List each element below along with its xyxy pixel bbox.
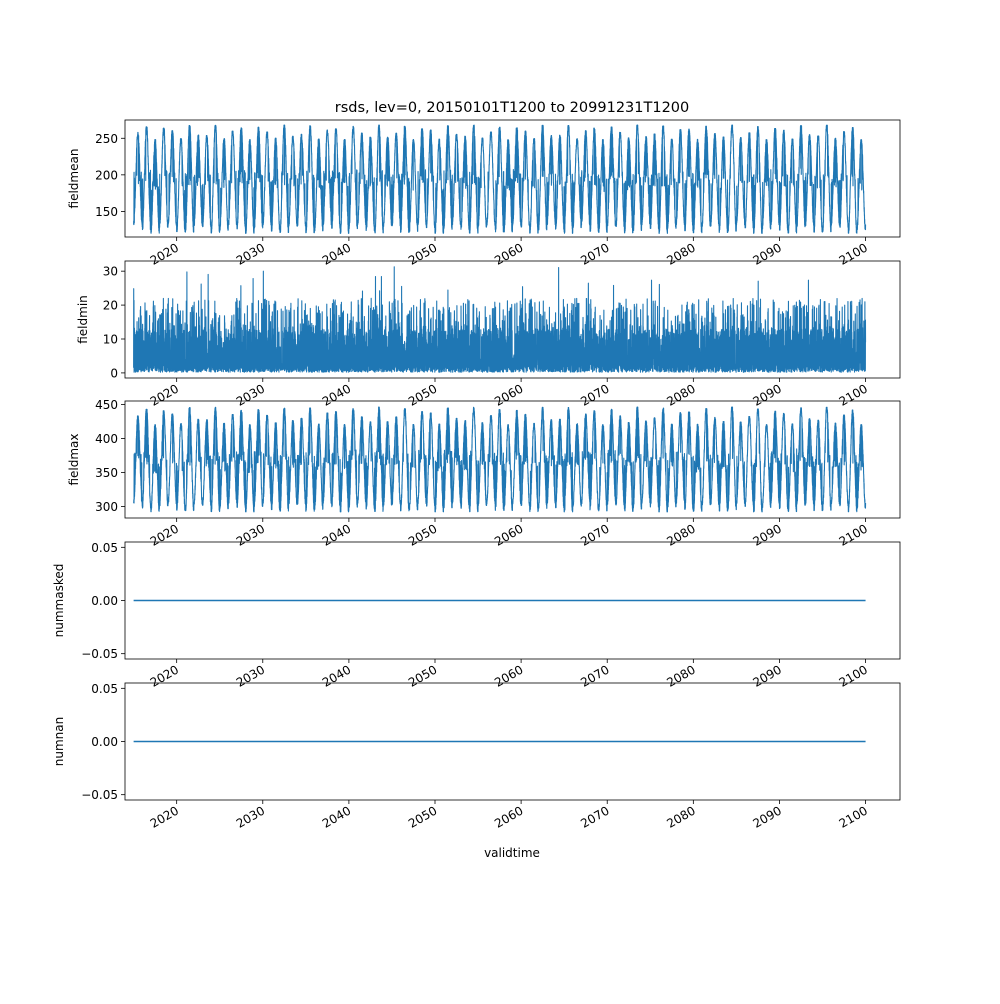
fieldmin-y-tick-label: 30 (103, 265, 118, 279)
numnan-x-tick-label: 2030 (234, 803, 267, 830)
nummasked-x-tick-label: 2050 (406, 662, 439, 689)
chart-title: rsds, lev=0, 20150101T1200 to 20991231T1… (335, 100, 690, 116)
fieldmax-y-axis-label: fieldmax (67, 433, 81, 485)
x-axis-label: validtime (484, 846, 540, 860)
fieldmean-x-tick-label: 2100 (837, 240, 870, 267)
numnan-x-tick-label: 2050 (406, 803, 439, 830)
fieldmean-x-tick-label: 2040 (320, 240, 353, 267)
nummasked-x-tick-label: 2040 (320, 662, 353, 689)
fieldmin-x-tick-label: 2020 (148, 381, 181, 408)
fieldmin-x-tick-label: 2040 (320, 381, 353, 408)
fieldmean-x-tick-label: 2090 (750, 240, 783, 267)
subplot-nummasked: −0.05 0.00 0.05 2020 2030 2040 2050 2060 2070 208… (52, 541, 901, 690)
fieldmax-y-tick-label: 450 (95, 398, 118, 412)
fieldmax-x-tick-label: 2070 (578, 521, 611, 548)
fieldmax-x-tick-label: 2050 (406, 521, 439, 548)
fieldmean-axes-frame (124, 119, 901, 238)
fieldmean-y-tick-label: 250 (95, 132, 118, 146)
fieldmean-x-tick-label: 2080 (664, 240, 697, 267)
fieldmin-y-axis-label: fieldmin (76, 295, 90, 344)
fieldmax-series-line (133, 406, 867, 513)
fieldmin-x-tick-label: 2100 (837, 381, 870, 408)
fieldmin-y-tick-label: 0 (110, 366, 118, 380)
numnan-x-tick-label: 2020 (148, 803, 181, 830)
numnan-y-axis-label: numnan (52, 717, 66, 766)
nummasked-x-tick-label: 2060 (492, 662, 525, 689)
fieldmean-series-line (133, 124, 867, 234)
fieldmax-y-tick-label: 300 (95, 500, 118, 514)
fieldmin-x-tick-label: 2060 (492, 381, 525, 408)
fieldmin-y-tick-label: 20 (103, 299, 118, 313)
fieldmean-x-tick-label: 2030 (234, 240, 267, 267)
nummasked-x-tick-label: 2100 (837, 662, 870, 689)
fieldmax-x-tick-label: 2090 (750, 521, 783, 548)
fieldmax-y-tick-label: 350 (95, 466, 118, 480)
fieldmin-x-tick-label: 2030 (234, 381, 267, 408)
numnan-x-tick-label: 2060 (492, 803, 525, 830)
nummasked-y-tick-label: 0.05 (91, 541, 118, 555)
fieldmin-x-tick-label: 2050 (406, 381, 439, 408)
numnan-y-tick-label: −0.05 (81, 788, 118, 802)
fieldmax-axes-frame (124, 400, 901, 519)
fieldmin-axes-frame (124, 260, 901, 379)
numnan-x-tick-label: 2080 (664, 803, 697, 830)
fieldmax-x-tick-label: 2060 (492, 521, 525, 548)
fieldmin-x-tick-label: 2090 (750, 381, 783, 408)
numnan-y-tick-label: 0.05 (91, 682, 118, 696)
nummasked-x-tick-label: 2090 (750, 662, 783, 689)
fieldmean-y-tick-label: 150 (95, 205, 118, 219)
fieldmin-x-tick-label: 2080 (664, 381, 697, 408)
numnan-x-tick-label: 2100 (837, 803, 870, 830)
nummasked-y-tick-label: 0.00 (91, 594, 118, 608)
fieldmean-x-tick-label: 2060 (492, 240, 525, 267)
subplot-fieldmax: 300 350 400 450 2020 2030 2040 2050 2060 2070 2080… (67, 398, 901, 549)
subplot-fieldmean: 150 200 250 2020 2030 2040 2050 2060 2070 2080 209… (67, 119, 901, 268)
numnan-x-tick-label: 2090 (750, 803, 783, 830)
numnan-x-tick-label: 2040 (320, 803, 353, 830)
fieldmax-x-tick-label: 2020 (148, 521, 181, 548)
nummasked-y-axis-label: nummasked (52, 564, 66, 638)
fieldmax-x-tick-label: 2080 (664, 521, 697, 548)
fieldmean-x-tick-label: 2050 (406, 240, 439, 267)
fieldmax-x-tick-label: 2040 (320, 521, 353, 548)
fieldmax-x-tick-label: 2100 (837, 521, 870, 548)
nummasked-y-tick-label: −0.05 (81, 647, 118, 661)
numnan-x-tick-label: 2070 (578, 803, 611, 830)
nummasked-x-tick-label: 2070 (578, 662, 611, 689)
fieldmean-x-tick-label: 2020 (148, 240, 181, 267)
nummasked-x-tick-label: 2030 (234, 662, 267, 689)
fieldmean-y-axis-label: fieldmean (67, 149, 81, 209)
nummasked-x-tick-label: 2080 (664, 662, 697, 689)
subplot-numnan: −0.05 0.00 0.05 2020 2030 2040 2050 2060 2070 208… (52, 682, 901, 831)
fieldmean-y-tick-label: 200 (95, 168, 118, 182)
nummasked-x-tick-label: 2020 (148, 662, 181, 689)
fieldmean-x-tick-label: 2070 (578, 240, 611, 267)
fieldmax-x-tick-label: 2030 (234, 521, 267, 548)
numnan-y-tick-label: 0.00 (91, 735, 118, 749)
fieldmin-x-tick-label: 2070 (578, 381, 611, 408)
fieldmin-y-tick-label: 10 (103, 333, 118, 347)
fieldmin-series-line (133, 266, 867, 373)
fieldmax-y-tick-label: 400 (95, 432, 118, 446)
